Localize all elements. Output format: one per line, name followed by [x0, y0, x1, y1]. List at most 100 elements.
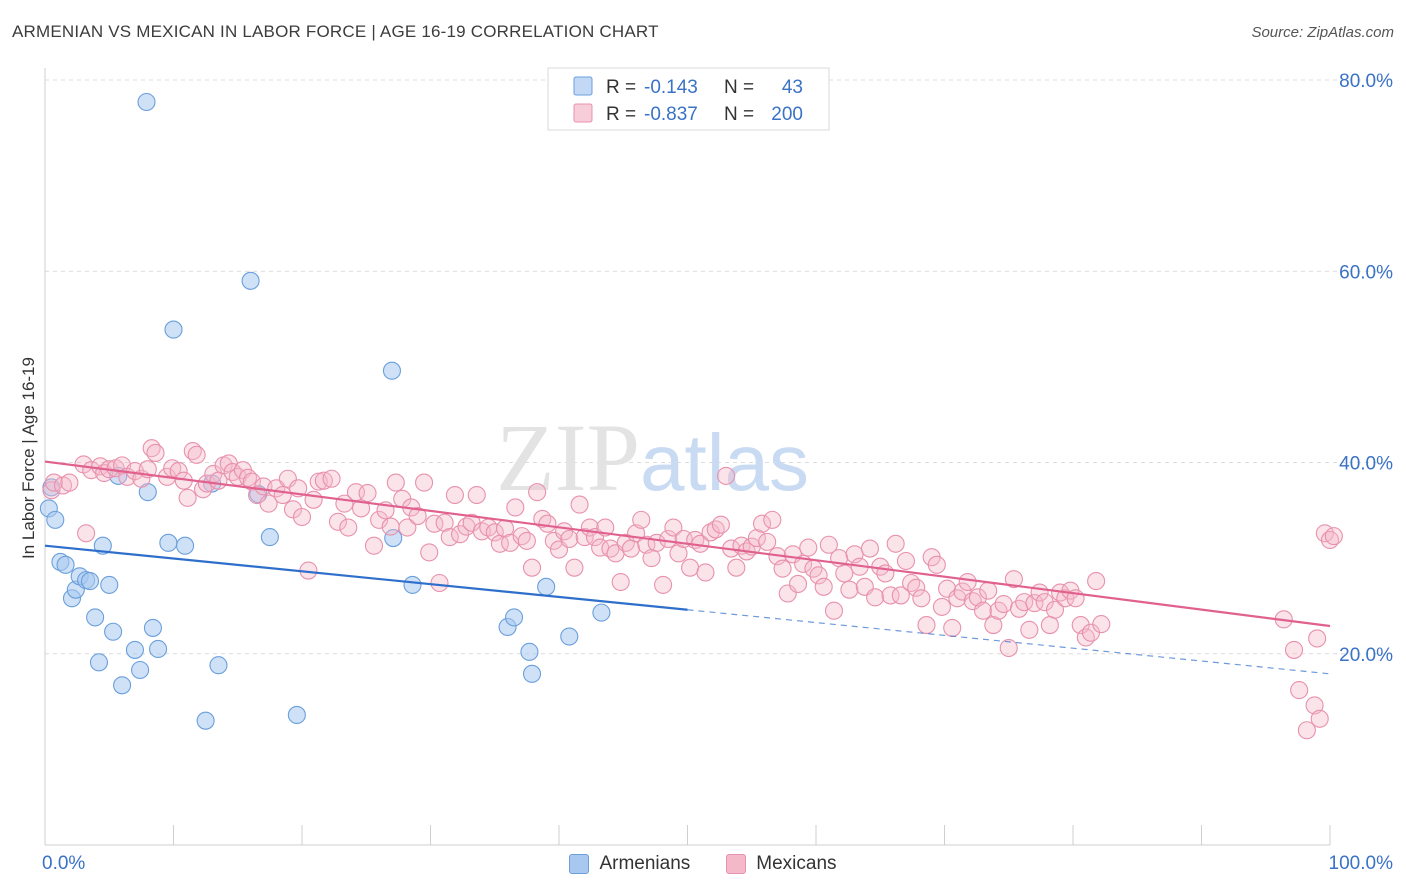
- armenian-point-39: [522, 664, 542, 683]
- legend-item-mexicans[interactable]: Mexicans: [726, 850, 837, 878]
- mexican-point-173: [979, 581, 998, 600]
- mexican-point-52: [339, 518, 358, 537]
- mexican-point-87: [533, 509, 552, 528]
- y-tick-label-80: 80.0%: [1339, 71, 1393, 92]
- mexican-point-55: [358, 484, 377, 503]
- mexican-point-35: [242, 472, 261, 491]
- mexican-point-186: [1045, 600, 1065, 619]
- armenian-point-26: [196, 711, 215, 730]
- mexican-point-49: [322, 469, 341, 488]
- legend-item-armenians[interactable]: Armenians: [569, 850, 690, 878]
- chart-title: ARMENIAN VS MEXICAN IN LABOR FORCE | AGE…: [12, 22, 659, 41]
- mexican-point-158: [902, 573, 921, 593]
- mexican-point-160: [912, 589, 931, 608]
- mexican-point-176: [994, 594, 1013, 614]
- armenian-point-28: [209, 656, 228, 675]
- legend-top-n-value-0: 43: [782, 77, 803, 98]
- armenian-point-35: [403, 575, 422, 594]
- mexican-point-143: [824, 601, 844, 620]
- mexican-point-164: [932, 597, 951, 616]
- mexican-point-163: [927, 555, 946, 574]
- mexican-point-154: [881, 586, 900, 605]
- mexican-point-115: [681, 558, 700, 577]
- mexican-point-69: [435, 513, 454, 532]
- armenian-point-33: [382, 361, 402, 380]
- mexican-point-120: [706, 520, 725, 539]
- mexican-point-146: [840, 580, 859, 599]
- mexican-point-184: [1035, 593, 1054, 612]
- mexican-point-112: [664, 518, 683, 537]
- legend-top-n-value-1: 200: [771, 104, 803, 125]
- mexican-point-94: [570, 495, 589, 514]
- legend-top-r-label-0: R =: [606, 77, 636, 98]
- mexican-point-140: [809, 566, 828, 585]
- armenian-point-25: [176, 536, 195, 555]
- mexican-point-78: [485, 523, 504, 542]
- mexican-point-5: [77, 524, 96, 543]
- mexican-point-88: [538, 514, 557, 533]
- legend-top-r-value-0: -0.143: [644, 77, 698, 98]
- mexican-point-199: [1297, 721, 1316, 740]
- x-tick-label-100: 100.0%: [1329, 853, 1394, 874]
- armenian-point-40: [537, 577, 556, 596]
- mexican-point-44: [292, 507, 312, 527]
- y-axis-label: In Labor Force | Age 16-19: [19, 357, 38, 559]
- armenian-point-9: [80, 572, 100, 591]
- mexican-point-46: [304, 490, 323, 509]
- armenian-point-31: [260, 528, 279, 547]
- mexican-point-75: [467, 485, 486, 505]
- legend-bottom: Armenians Mexicans: [0, 850, 1406, 878]
- mexican-point-194: [1087, 572, 1106, 591]
- mexican-point-121: [711, 515, 730, 534]
- armenian-point-34: [384, 528, 403, 548]
- armenian-point-23: [159, 533, 178, 552]
- mexican-point-38: [259, 494, 278, 513]
- armenian-point-11: [89, 653, 109, 672]
- mexican-point-156: [891, 586, 910, 605]
- mexican-point-174: [984, 616, 1003, 635]
- mexican-point-110: [654, 575, 673, 594]
- mexican-point-128: [747, 528, 766, 548]
- mexican-point-161: [917, 616, 936, 635]
- mexican-point-118: [696, 563, 715, 582]
- mexican-point-178: [1004, 570, 1023, 589]
- mexican-point-108: [642, 549, 661, 568]
- armenian-point-18: [131, 660, 150, 680]
- mexican-point-71: [445, 485, 464, 505]
- y-tick-label-60: 60.0%: [1339, 262, 1393, 283]
- mexican-point-201: [1310, 709, 1329, 728]
- mexican-point-22: [178, 488, 197, 507]
- armenian-point-42: [592, 603, 611, 622]
- legend-top-r-value-1: -0.837: [644, 104, 698, 125]
- mexican-point-155: [886, 534, 905, 553]
- mexican-point-157: [896, 551, 916, 571]
- armenian-points: [39, 92, 611, 730]
- grid-layer: [45, 79, 1392, 655]
- armenian-point-24: [164, 320, 183, 339]
- mexican-point-129: [752, 514, 772, 533]
- chart-source: Source: ZipAtlas.com: [1251, 24, 1394, 41]
- mexican-point-195: [1092, 615, 1111, 634]
- mexican-point-83: [512, 527, 531, 546]
- axis-labels: 20.0% 40.0% 60.0% 80.0% 0.0% 100.0% In Labor F…: [19, 71, 1393, 874]
- mexican-point-171: [968, 588, 987, 607]
- mexican-point-136: [788, 574, 808, 593]
- mexican-point-150: [860, 539, 880, 558]
- mexican-point-205: [1308, 629, 1327, 648]
- legend-top-n-label-0: N =: [724, 77, 754, 98]
- mexican-point-131: [763, 510, 782, 529]
- watermark-atlas: atlas: [640, 418, 809, 507]
- mexican-point-62: [398, 518, 417, 537]
- armenian-trend-extension: [687, 609, 1331, 675]
- mexican-point-151: [866, 588, 885, 607]
- mexican-point-130: [758, 532, 777, 551]
- armenian-point-32: [287, 705, 306, 725]
- legend-top-swatch-1: [573, 103, 593, 123]
- x-tick-label-0: 0.0%: [42, 853, 85, 874]
- mexican-point-85: [522, 558, 542, 577]
- mexican-point-106: [632, 510, 651, 529]
- mexican-point-113: [669, 544, 688, 563]
- armenian-trend-line: [44, 544, 688, 611]
- mexican-point-122: [716, 466, 736, 485]
- mexican-point-93: [565, 558, 584, 577]
